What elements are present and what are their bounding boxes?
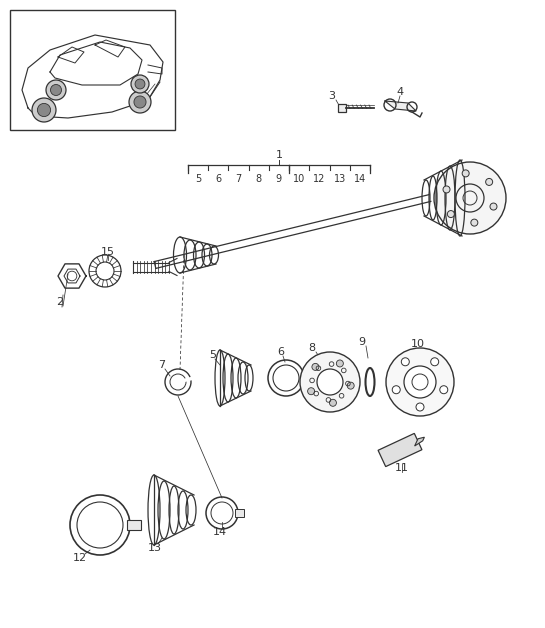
- Circle shape: [431, 358, 439, 365]
- Text: 12: 12: [73, 553, 87, 563]
- Circle shape: [135, 79, 145, 89]
- Bar: [302, 374, 312, 382]
- Circle shape: [312, 364, 319, 371]
- Text: 5: 5: [195, 174, 201, 184]
- Text: 13: 13: [334, 174, 346, 184]
- Text: 15: 15: [101, 247, 115, 257]
- Text: 5: 5: [209, 350, 216, 360]
- Circle shape: [46, 80, 66, 100]
- Circle shape: [447, 210, 455, 217]
- Circle shape: [462, 170, 469, 177]
- Text: 7: 7: [159, 360, 166, 370]
- Text: 1: 1: [276, 150, 282, 160]
- Text: 6: 6: [277, 347, 284, 357]
- Circle shape: [347, 382, 354, 389]
- Circle shape: [386, 348, 454, 416]
- Text: 11: 11: [395, 463, 409, 473]
- Circle shape: [317, 369, 343, 395]
- Polygon shape: [415, 437, 425, 446]
- Circle shape: [134, 96, 146, 108]
- Text: 14: 14: [354, 174, 366, 184]
- Text: 2: 2: [57, 297, 64, 307]
- Circle shape: [443, 186, 450, 193]
- Circle shape: [392, 386, 400, 394]
- Text: 10: 10: [293, 174, 305, 184]
- Circle shape: [336, 360, 343, 367]
- Text: 14: 14: [213, 527, 227, 537]
- Text: 12: 12: [313, 174, 325, 184]
- Polygon shape: [385, 101, 416, 111]
- Circle shape: [434, 162, 506, 234]
- Text: 13: 13: [148, 543, 162, 553]
- Circle shape: [131, 75, 149, 93]
- Circle shape: [416, 403, 424, 411]
- Circle shape: [300, 352, 360, 412]
- Text: 9: 9: [276, 174, 282, 184]
- Text: 9: 9: [359, 337, 366, 347]
- Polygon shape: [378, 433, 422, 467]
- Text: 8: 8: [308, 343, 316, 353]
- Text: 6: 6: [215, 174, 221, 184]
- Circle shape: [401, 358, 409, 365]
- Text: 7: 7: [235, 174, 241, 184]
- Text: 8: 8: [256, 174, 262, 184]
- Bar: [235, 509, 244, 517]
- Bar: [10, 10, 175, 130]
- Circle shape: [490, 203, 497, 210]
- Circle shape: [32, 98, 56, 122]
- Text: 10: 10: [411, 339, 425, 349]
- Circle shape: [38, 104, 51, 117]
- Circle shape: [486, 178, 493, 185]
- Circle shape: [404, 366, 436, 398]
- Bar: [338, 104, 346, 112]
- Circle shape: [440, 386, 448, 394]
- Circle shape: [307, 387, 314, 395]
- Circle shape: [329, 399, 336, 406]
- Circle shape: [51, 85, 62, 95]
- Bar: [127, 520, 141, 530]
- Text: 4: 4: [396, 87, 403, 97]
- Text: 3: 3: [329, 91, 336, 101]
- Circle shape: [129, 91, 151, 113]
- Circle shape: [471, 219, 478, 226]
